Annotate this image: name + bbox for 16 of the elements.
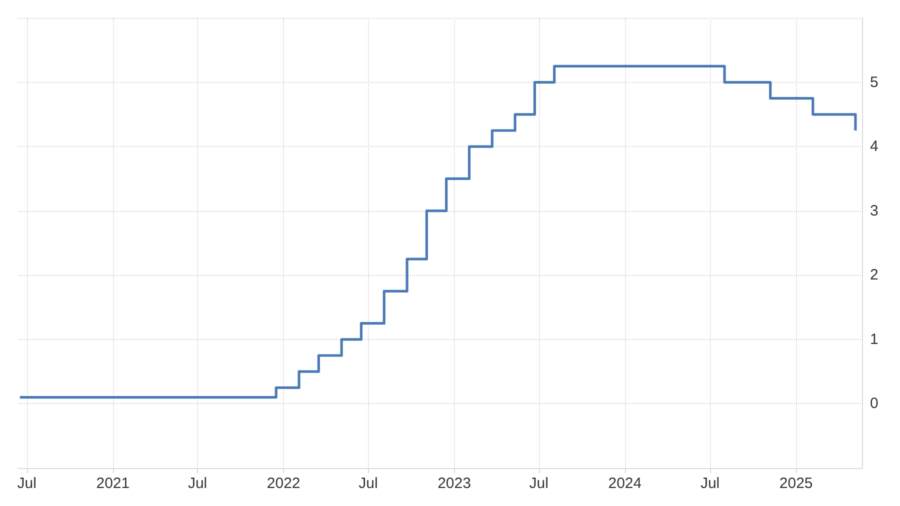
x-tick-label: 2025 bbox=[779, 475, 813, 492]
x-tick-label: 2023 bbox=[438, 475, 471, 492]
x-tick-label: Jul bbox=[188, 475, 208, 492]
y-tick-label: 2 bbox=[870, 266, 878, 284]
x-tick-label: 2021 bbox=[96, 475, 130, 492]
y-tick-label: 5 bbox=[870, 74, 878, 91]
x-tick-label: Jul bbox=[529, 475, 548, 492]
y-tick-label: 4 bbox=[870, 138, 878, 156]
x-tick-label: Jul bbox=[700, 475, 720, 492]
y-tick-label: 0 bbox=[870, 395, 878, 412]
x-tick-label: 2022 bbox=[266, 475, 300, 492]
y-tick-label: 1 bbox=[870, 330, 878, 348]
x-tick-label: Jul bbox=[358, 475, 378, 492]
x-tick-label: 2024 bbox=[608, 475, 642, 492]
x-tick-label: Jul bbox=[17, 475, 36, 492]
y-tick-label: 3 bbox=[870, 202, 878, 220]
